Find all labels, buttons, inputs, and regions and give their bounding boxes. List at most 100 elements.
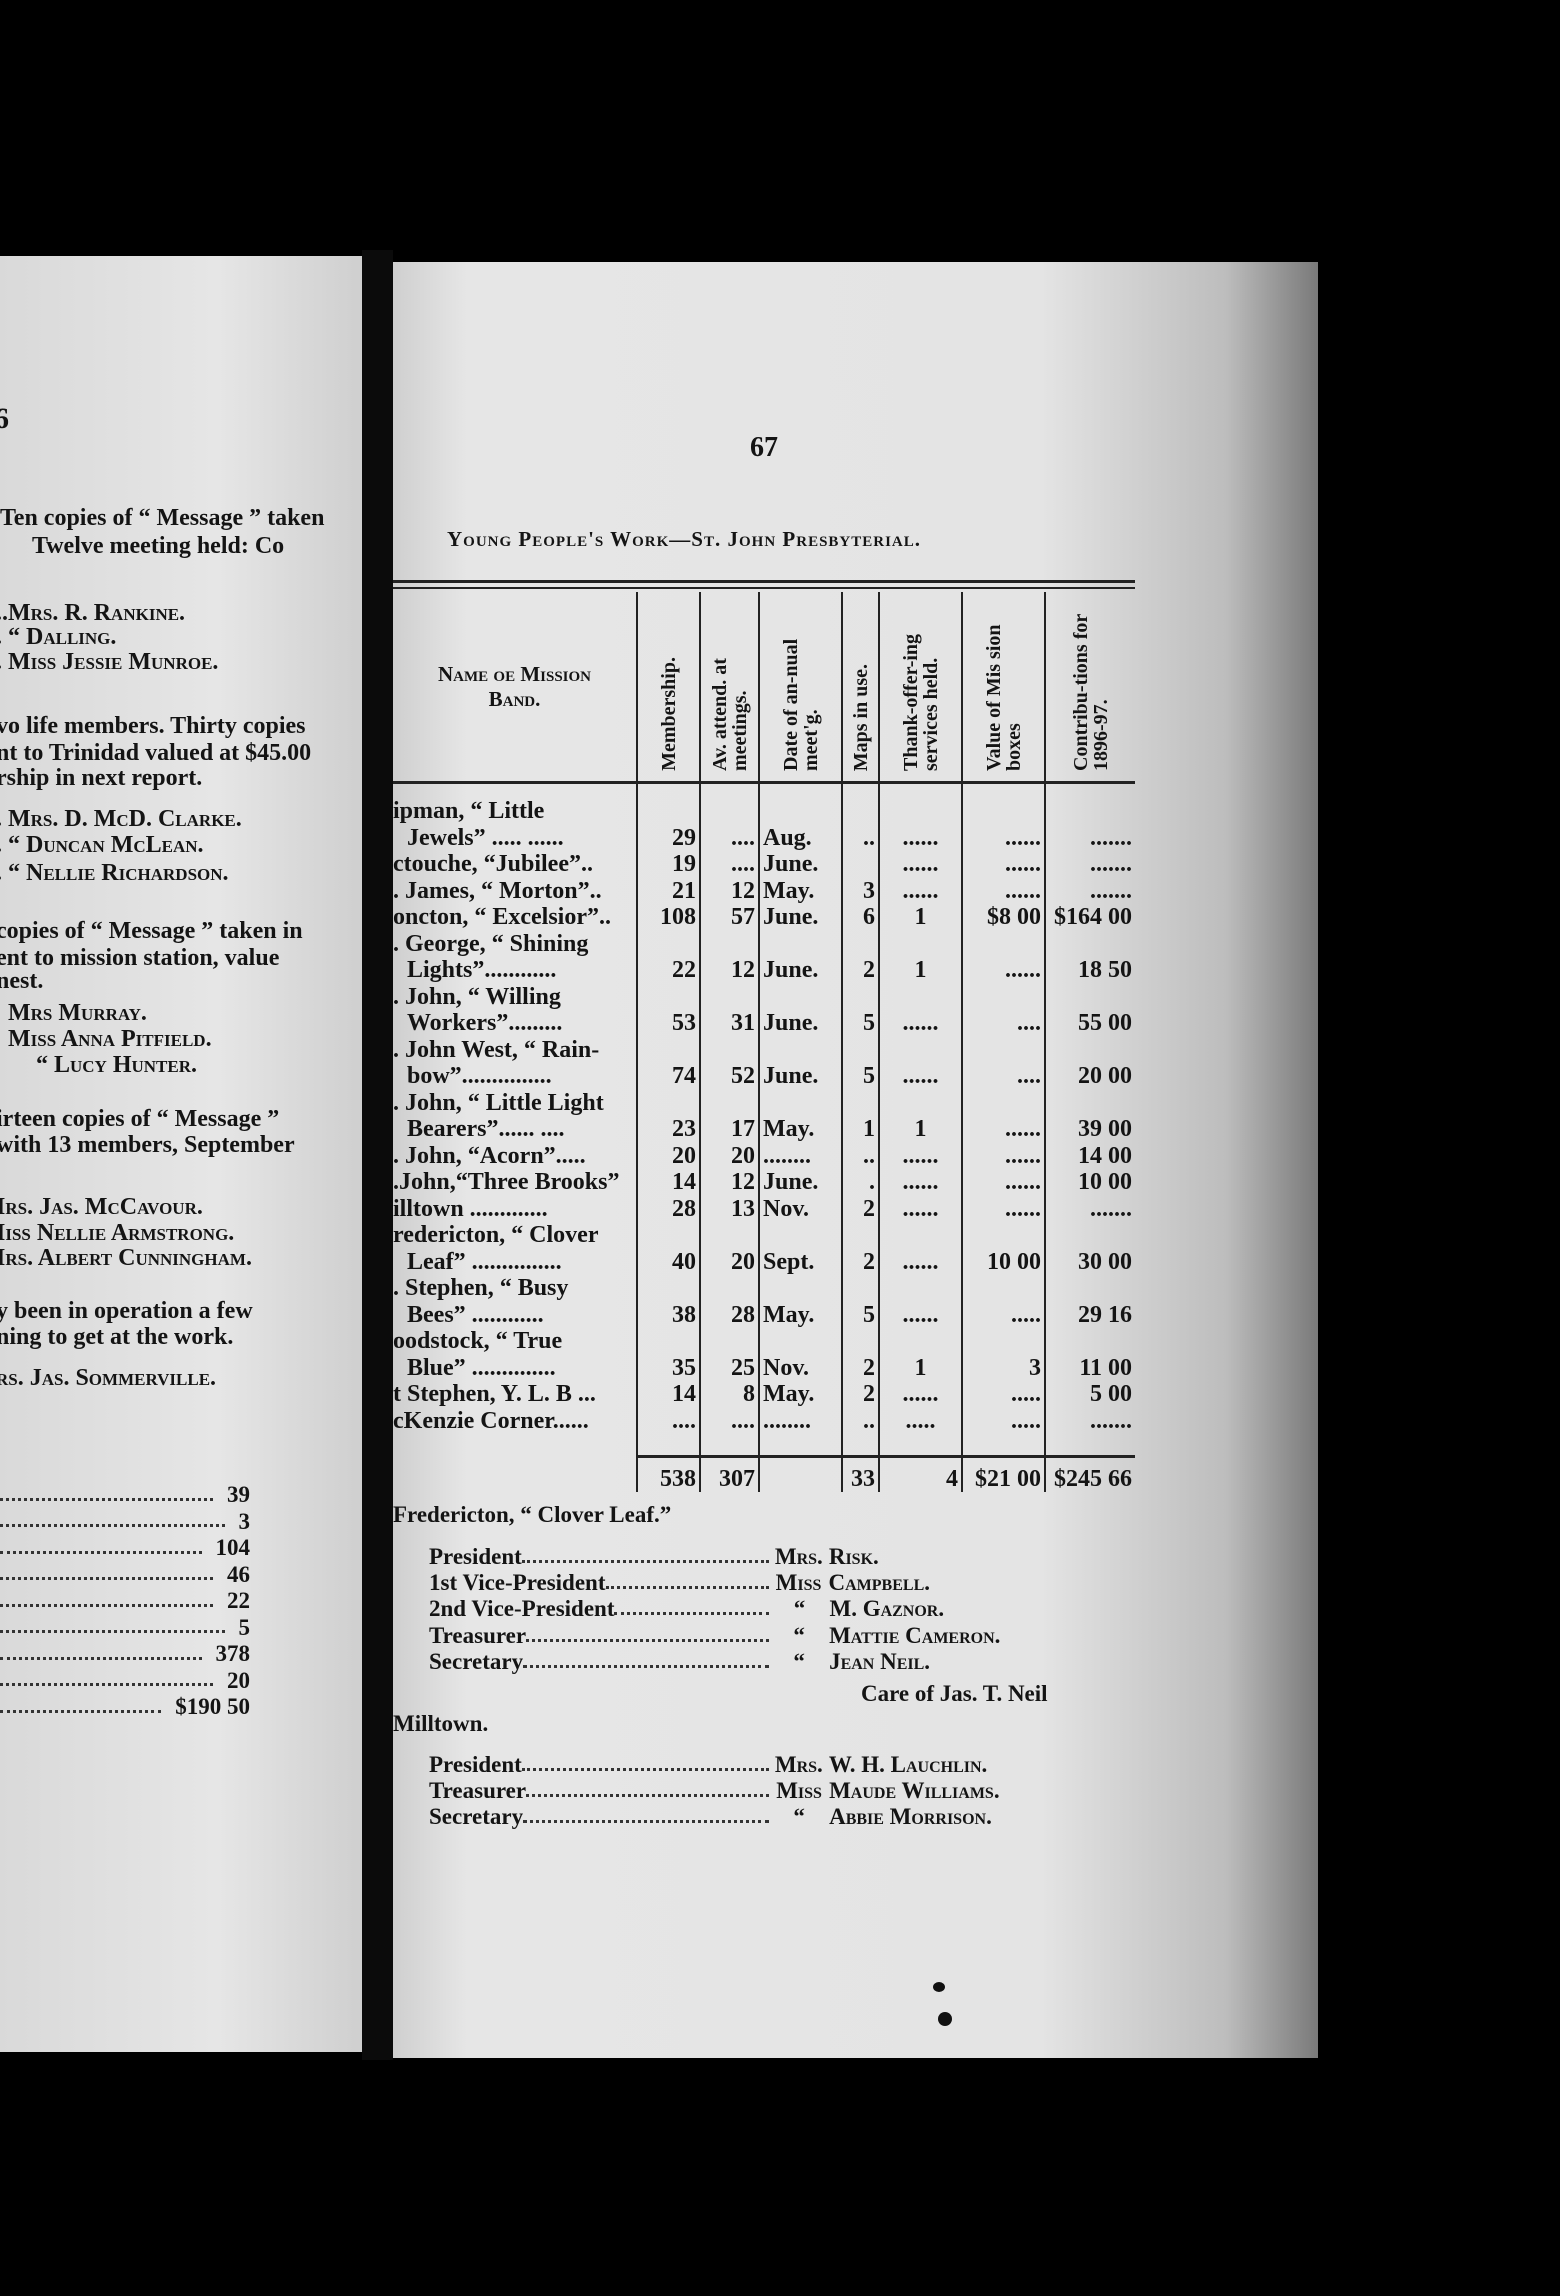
- column-header-label: Membership.: [657, 657, 680, 771]
- contrib-cell: 18 50: [1044, 930, 1135, 984]
- officer-role: 1st Vice-President: [429, 1570, 606, 1595]
- contrib-cell: .......: [1044, 877, 1135, 904]
- date-cell: Nov.: [758, 1328, 842, 1381]
- column-header-label: Date of an-nual meet'g.: [779, 638, 822, 771]
- officer-row: 1st Vice-President Miss Campbell.: [429, 1570, 1109, 1596]
- left-text-line: rship in next report.: [0, 765, 203, 791]
- maps-cell: .: [841, 1169, 879, 1196]
- officer-role: President: [429, 1752, 522, 1777]
- thank-total: 4: [878, 1454, 962, 1492]
- band-name-cell: oncton, “ Excelsior”..: [393, 904, 637, 931]
- officer-role: Secretary: [429, 1804, 524, 1829]
- boxes-cell: 10 00: [961, 1222, 1045, 1275]
- maps-cell: [841, 851, 879, 878]
- thank-cell: ......: [878, 983, 962, 1037]
- thank-cell: ......: [878, 877, 962, 904]
- number-row: 5: [0, 1615, 250, 1642]
- number-value: 5: [238, 1614, 251, 1640]
- boxes-cell: 3: [961, 1328, 1045, 1381]
- thank-cell: .....: [878, 1407, 962, 1434]
- date-cell: May.: [758, 1381, 842, 1408]
- officer-honorific: Miss: [776, 1778, 822, 1803]
- left-text-line: Miss Anna Pitfield.: [8, 1026, 212, 1052]
- attendance-total: 307: [699, 1454, 759, 1492]
- band-name-line: Leaf” ...............: [407, 1248, 562, 1275]
- attendance-cell: ....: [699, 1407, 759, 1434]
- date-total: [758, 1454, 842, 1492]
- left-text-line: ent to mission station, value: [0, 945, 280, 971]
- officer-row: Secretary “ Jean Neil.: [429, 1649, 1109, 1675]
- maps-cell: 5: [841, 1036, 879, 1090]
- membership-cell: ....: [636, 1407, 700, 1434]
- table-row: . Stephen, “ Busy Bees” ............ 38 28 M…: [393, 1275, 1135, 1328]
- band-name-line: cKenzie Corner......: [393, 1407, 589, 1434]
- officer-row: President Mrs. W. H. Lauchlin.: [429, 1752, 1109, 1778]
- left-text-line: nt to Trinidad valued at $45.00: [0, 740, 312, 766]
- membership-cell: 19: [636, 851, 700, 878]
- thank-cell: 1: [878, 1328, 962, 1381]
- maps-cell: 2: [841, 1222, 879, 1275]
- boxes-total: $21 00: [961, 1454, 1045, 1492]
- contrib-cell: 29 16: [1044, 1275, 1135, 1328]
- left-text-line: . Mrs. D. McD. Clarke.: [0, 806, 242, 832]
- table-row: illtown ............. 28 13 Nov. 2..........…: [393, 1195, 1135, 1222]
- boxes-cell: ....: [961, 1036, 1045, 1090]
- left-text-line: rs. Jas. Sommerville.: [0, 1365, 217, 1391]
- left-text-line: vo life members. Thirty copies: [0, 713, 306, 739]
- membership-cell: 38: [636, 1275, 700, 1328]
- membership-cell: 53: [636, 983, 700, 1037]
- number-row: 104: [0, 1535, 250, 1562]
- attendance-cell: 12: [699, 1169, 759, 1196]
- officer-name: Risk.: [828, 1544, 879, 1569]
- maps-cell: 5: [841, 983, 879, 1037]
- totals-label-cell: [393, 1456, 637, 1492]
- contrib-cell: $164 00: [1044, 904, 1135, 931]
- band-name-cell: . John, “ Little Light Bearers”...... ...…: [393, 1090, 637, 1143]
- band-name-line: Blue” ..............: [407, 1354, 556, 1381]
- column-header: Contribu-tions for 1896-97.: [1044, 592, 1135, 783]
- officer-name: M. Gaznor.: [829, 1596, 945, 1621]
- officer-honorific: “: [793, 1623, 805, 1648]
- column-header-label: Contribu-tions for 1896-97.: [1069, 614, 1112, 771]
- band-name-line: oncton, “ Excelsior”..: [393, 904, 611, 930]
- officer-role: 2nd Vice-President: [429, 1596, 615, 1621]
- thank-cell: 1: [878, 904, 962, 931]
- band-name-cell: . George, “ Shining Lights”............: [393, 931, 637, 984]
- dot-leader: [0, 1668, 213, 1686]
- officer-honorific: “: [793, 1649, 805, 1674]
- number-row: 3: [0, 1509, 250, 1536]
- maps-cell: 2: [841, 1381, 879, 1408]
- officer-honorific: Mrs.: [774, 1752, 823, 1777]
- contrib-cell: 39 00: [1044, 1089, 1135, 1143]
- table-row: . John, “ Willing Workers”......... 53 31 Ju…: [393, 983, 1135, 1037]
- left-text-line: y been in operation a few: [0, 1298, 253, 1324]
- number-value: 20: [227, 1667, 250, 1693]
- officer-row: 2nd Vice-President “ M. Gaznor.: [429, 1596, 1109, 1622]
- page-gutter: [362, 250, 393, 2060]
- left-totals-list: 39 3 104 46 22 5 378 20 $190 50: [0, 1482, 250, 1721]
- membership-cell: 28: [636, 1195, 700, 1222]
- officer-role: President: [429, 1544, 522, 1569]
- boxes-cell: ......: [961, 782, 1045, 851]
- attendance-cell: 52: [699, 1036, 759, 1090]
- band-name-cell: .John,“Three Brooks”: [393, 1169, 637, 1196]
- boxes-cell: ......: [961, 877, 1045, 904]
- thank-cell: ......: [878, 782, 962, 851]
- officer-honorific: Miss: [775, 1570, 822, 1595]
- band-name-line: .John,“Three Brooks”: [393, 1169, 620, 1195]
- attendance-cell: 13: [699, 1195, 759, 1222]
- membership-cell: 29: [636, 782, 700, 851]
- table-row: cKenzie Corner..........................…: [393, 1407, 1135, 1435]
- date-cell: ........: [758, 1407, 842, 1434]
- date-cell: Aug.: [758, 782, 842, 851]
- page-number-fragment: 6: [0, 402, 9, 435]
- officer-name: Jean Neil.: [829, 1649, 931, 1674]
- page-number: 67: [750, 432, 778, 463]
- right-page: 67 Young People's Work—St. John Presbyte…: [393, 262, 1318, 2058]
- boxes-cell: ....: [961, 983, 1045, 1037]
- band-name-line: bow”...............: [407, 1063, 552, 1089]
- dot-leader: [605, 1570, 769, 1589]
- band-name-cell: cKenzie Corner......: [393, 1408, 637, 1435]
- officer-honorific: “: [793, 1596, 806, 1621]
- left-text-line: Irs. Jas. McCavour.: [0, 1194, 203, 1220]
